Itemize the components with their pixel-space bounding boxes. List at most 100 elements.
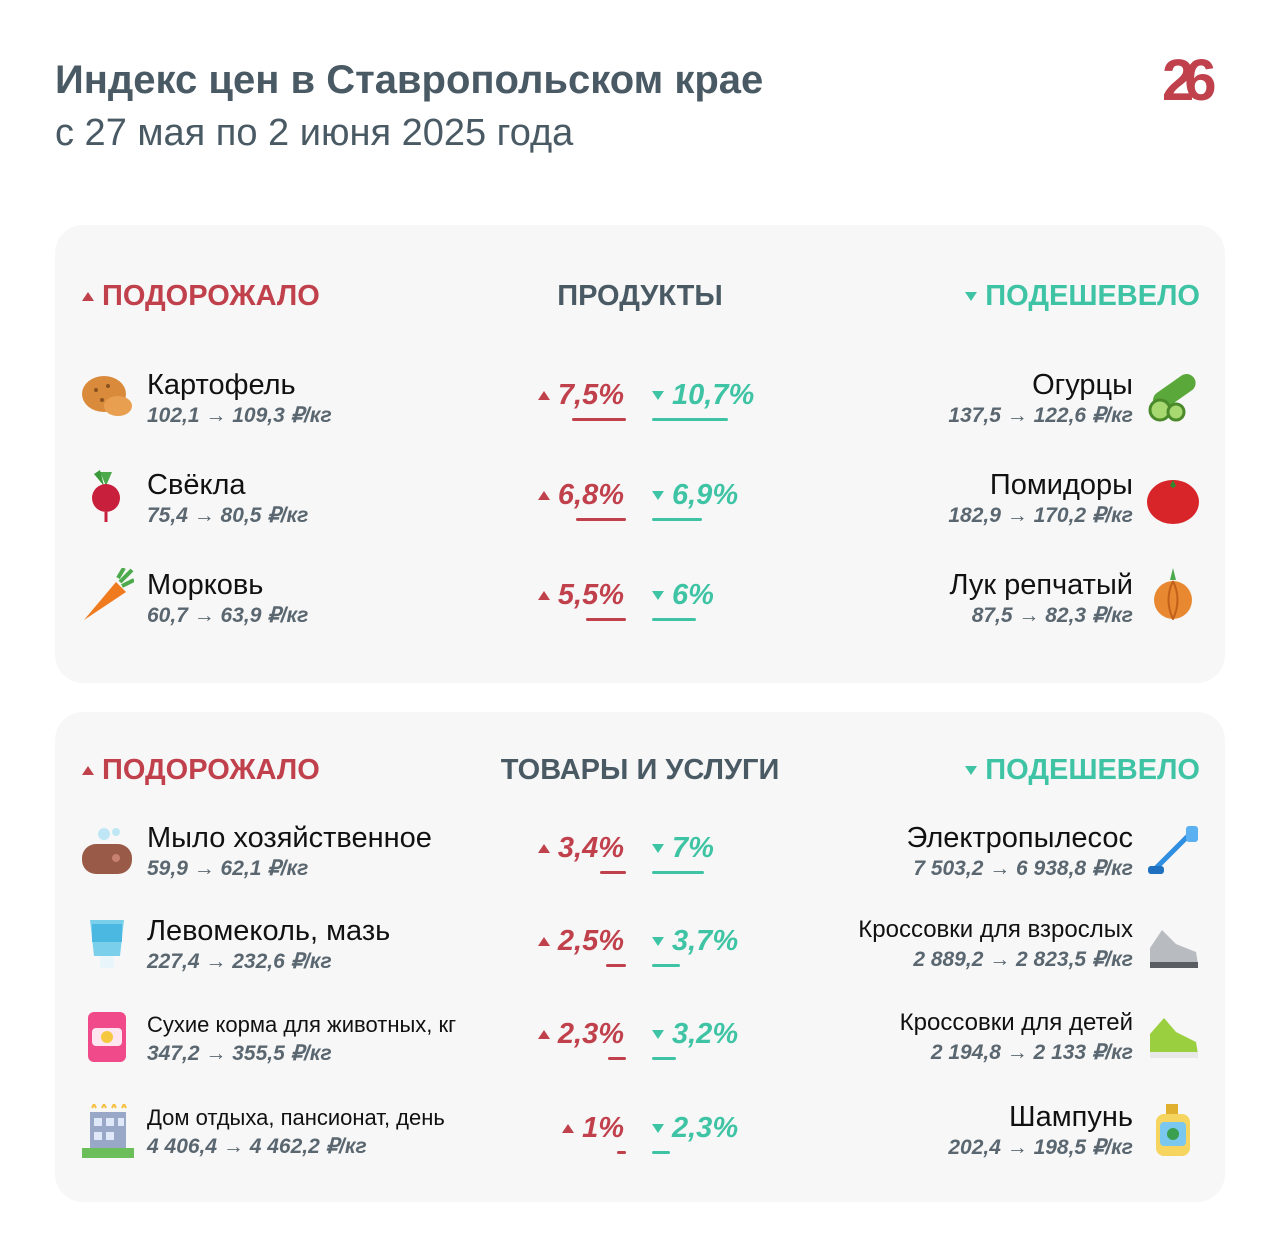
item-price: 182,9 → 170,2 ₽/кг bbox=[948, 504, 1133, 527]
page-subtitle: с 27 мая по 2 июня 2025 года bbox=[55, 112, 574, 154]
vacuum-icon bbox=[1148, 826, 1198, 874]
triangle-down-icon bbox=[965, 292, 978, 301]
up-percent: 6,8% bbox=[537, 477, 624, 513]
triangle-down-icon bbox=[652, 844, 664, 853]
goods-up-item: Мыло хозяйственное 59,9 → 62,1 ₽/кг bbox=[147, 821, 432, 883]
item-name: Левомеколь, мазь bbox=[147, 915, 391, 947]
item-name: Дом отдыха, пансионат, день bbox=[147, 1105, 445, 1130]
food-up-item: Морковь 60,7 → 63,9 ₽/кг bbox=[147, 568, 308, 630]
cucumber-icon bbox=[1148, 374, 1196, 422]
potato-icon bbox=[82, 376, 132, 416]
item-name: Кроссовки для взрослых bbox=[858, 916, 1133, 943]
down-percent: 10,7% bbox=[652, 377, 754, 413]
food-up-item: Картофель 102,1 → 109,3 ₽/кг bbox=[147, 368, 332, 430]
tomato-icon bbox=[1147, 480, 1199, 524]
down-bar bbox=[652, 618, 696, 621]
food-section-title: ПРОДУКТЫ bbox=[557, 280, 723, 312]
item-name: Шампунь bbox=[1009, 1101, 1133, 1133]
goods-up-header: ПОДОРОЖАЛО bbox=[82, 754, 320, 787]
shampoo-icon bbox=[1156, 1104, 1190, 1156]
triangle-down-icon bbox=[652, 1030, 664, 1039]
down-percent: 6,9% bbox=[652, 477, 738, 513]
down-bar bbox=[652, 871, 704, 874]
up-bar bbox=[586, 618, 626, 621]
down-percent: 2,3% bbox=[652, 1110, 738, 1146]
onion-icon bbox=[1154, 568, 1192, 620]
item-price: 87,5 → 82,3 ₽/кг bbox=[971, 604, 1133, 627]
goods-up-item: Сухие корма для животных, кг 347,2 → 355… bbox=[147, 1010, 456, 1068]
triangle-down-icon bbox=[652, 937, 664, 946]
item-price: 7 503,2 → 6 938,8 ₽/кг bbox=[913, 857, 1133, 880]
goods-down-item: Шампунь 202,4 → 198,5 ₽/кг bbox=[948, 1100, 1133, 1162]
up-bar bbox=[606, 964, 626, 967]
item-price: 202,4 → 198,5 ₽/кг bbox=[948, 1136, 1133, 1159]
hotel-icon bbox=[82, 1104, 134, 1158]
up-bar bbox=[608, 1057, 626, 1060]
item-price: 2 194,8 → 2 133 ₽/кг bbox=[930, 1041, 1133, 1064]
item-name: Морковь bbox=[147, 569, 264, 601]
triangle-up-icon bbox=[82, 292, 94, 301]
down-bar bbox=[652, 964, 680, 967]
item-name: Огурцы bbox=[1032, 369, 1133, 401]
up-percent: 3,4% bbox=[537, 830, 624, 866]
item-price: 60,7 → 63,9 ₽/кг bbox=[147, 604, 309, 627]
up-percent: 2,5% bbox=[537, 923, 624, 959]
sneaker-icon bbox=[1150, 930, 1198, 968]
goods-up-item: Левомеколь, мазь 227,4 → 232,6 ₽/кг bbox=[147, 914, 390, 976]
item-name: Кроссовки для детей bbox=[899, 1009, 1133, 1036]
food-up-item: Свёкла 75,4 → 80,5 ₽/кг bbox=[147, 468, 308, 530]
item-price: 227,4 → 232,6 ₽/кг bbox=[147, 950, 332, 973]
up-bar bbox=[600, 871, 626, 874]
item-name: Свёкла bbox=[147, 469, 246, 501]
triangle-down-icon bbox=[652, 1124, 664, 1133]
item-price: 4 406,4 → 4 462,2 ₽/кг bbox=[147, 1135, 367, 1158]
up-percent: 1% bbox=[562, 1110, 624, 1146]
triangle-up-icon bbox=[537, 1030, 550, 1039]
item-price: 2 889,2 → 2 823,5 ₽/кг bbox=[913, 948, 1133, 971]
triangle-up-icon bbox=[537, 844, 550, 853]
up-bar bbox=[576, 518, 626, 521]
item-name: Электропылесос bbox=[906, 822, 1133, 854]
down-bar bbox=[652, 418, 728, 421]
triangle-up-icon bbox=[537, 491, 550, 500]
triangle-down-icon bbox=[652, 491, 664, 500]
down-bar bbox=[652, 1057, 676, 1060]
food-down-item: Огурцы 137,5 → 122,6 ₽/кг bbox=[948, 368, 1133, 430]
up-bar bbox=[617, 1151, 626, 1154]
item-name: Сухие корма для животных, кг bbox=[147, 1012, 457, 1037]
beet-icon bbox=[92, 470, 120, 522]
down-bar bbox=[652, 518, 702, 521]
down-bar bbox=[652, 1151, 670, 1154]
triangle-up-icon bbox=[82, 766, 94, 775]
goods-up-item: Дом отдыха, пансионат, день 4 406,4 → 4 … bbox=[147, 1103, 445, 1161]
soap-icon bbox=[82, 828, 132, 874]
goods-down-item: Кроссовки для детей 2 194,8 → 2 133 ₽/кг bbox=[900, 1007, 1133, 1067]
food-down-item: Помидоры 182,9 → 170,2 ₽/кг bbox=[948, 468, 1133, 530]
item-name: Лук репчатый bbox=[949, 569, 1134, 601]
food-down-item: Лук репчатый 87,5 → 82,3 ₽/кг bbox=[950, 568, 1134, 630]
triangle-up-icon bbox=[537, 591, 550, 600]
kids-sneaker-icon bbox=[1150, 1018, 1198, 1058]
triangle-down-icon bbox=[652, 591, 664, 600]
item-price: 347,2 → 355,5 ₽/кг bbox=[147, 1042, 332, 1065]
food-panel bbox=[55, 225, 1225, 683]
item-name: Помидоры bbox=[989, 469, 1133, 501]
food-down-header: ПОДЕШЕВЕЛО bbox=[965, 280, 1200, 313]
goods-down-item: Электропылесос 7 503,2 → 6 938,8 ₽/кг bbox=[906, 821, 1133, 883]
item-name: Картофель bbox=[147, 369, 296, 401]
item-price: 137,5 → 122,6 ₽/кг bbox=[948, 404, 1133, 427]
ointment-icon bbox=[90, 920, 124, 968]
logo-text: 26 bbox=[1162, 50, 1215, 110]
down-percent: 3,7% bbox=[652, 923, 738, 959]
logo-26-icon: 26 bbox=[1162, 50, 1225, 110]
triangle-up-icon bbox=[562, 1124, 575, 1133]
item-name: Мыло хозяйственное bbox=[147, 822, 432, 854]
up-percent: 5,5% bbox=[537, 577, 624, 613]
item-price: 59,9 → 62,1 ₽/кг bbox=[147, 857, 309, 880]
triangle-up-icon bbox=[537, 937, 550, 946]
pet-food-icon bbox=[88, 1012, 126, 1062]
goods-panel bbox=[55, 712, 1225, 1202]
goods-down-item: Кроссовки для взрослых 2 889,2 → 2 823,5… bbox=[858, 914, 1133, 974]
triangle-down-icon bbox=[652, 391, 664, 400]
goods-section-title: ТОВАРЫ И УСЛУГИ bbox=[500, 754, 780, 786]
